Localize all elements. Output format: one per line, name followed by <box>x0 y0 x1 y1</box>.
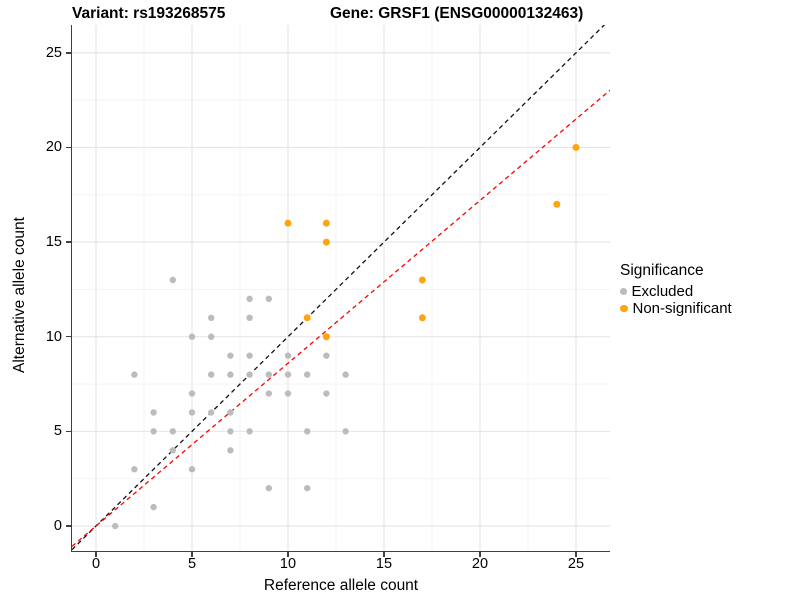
data-point-excluded <box>342 428 349 435</box>
x-tick-label: 10 <box>279 556 297 572</box>
data-point-non-significant <box>303 314 311 322</box>
data-point-non-significant <box>322 333 330 341</box>
data-point-excluded <box>131 466 138 473</box>
data-point-excluded <box>246 295 253 303</box>
y-tick-mark <box>66 146 71 149</box>
data-point-excluded <box>304 371 311 378</box>
data-point-excluded <box>208 314 215 322</box>
legend: Significance Excluded Non-significant <box>620 262 732 317</box>
x-tick-mark <box>95 552 97 557</box>
data-point-non-significant <box>553 200 561 208</box>
data-point-excluded <box>227 409 234 416</box>
data-point-excluded <box>265 484 273 492</box>
data-point-excluded <box>284 352 292 359</box>
data-point-excluded <box>284 390 292 397</box>
x-tick-mark <box>575 552 577 557</box>
legend-item-excluded: Excluded <box>620 283 732 300</box>
data-point-excluded <box>227 447 234 454</box>
data-point-excluded <box>208 371 215 378</box>
y-tick-label: 5 <box>53 423 62 440</box>
data-point-excluded <box>342 371 349 378</box>
data-point-excluded <box>188 409 196 416</box>
data-point-excluded <box>265 295 273 303</box>
legend-key-dot-icon <box>620 304 628 313</box>
y-tick-label: 0 <box>53 518 62 534</box>
data-point-excluded <box>208 333 215 340</box>
data-point-excluded <box>323 352 330 359</box>
data-point-excluded <box>227 428 234 435</box>
data-point-excluded <box>150 428 157 435</box>
data-point-excluded <box>265 390 273 397</box>
y-tick-label: 15 <box>45 234 62 251</box>
x-axis-title: Reference allele count <box>263 577 419 594</box>
plot-panel <box>71 25 610 552</box>
data-point-excluded <box>131 371 138 378</box>
data-point-excluded <box>150 409 157 416</box>
legend-item-label: Excluded <box>631 283 694 300</box>
plot-title-variant: Variant: rs193268575 <box>72 5 226 22</box>
y-tick-mark <box>66 430 71 433</box>
x-tick-mark <box>191 552 193 557</box>
identity-line <box>72 25 606 551</box>
data-point-non-significant <box>322 238 330 246</box>
data-point-excluded <box>169 447 177 454</box>
legend-title: Significance <box>620 262 704 279</box>
x-tick-mark <box>383 552 385 557</box>
y-tick-label: 20 <box>45 139 62 156</box>
data-point-excluded <box>169 276 177 284</box>
data-point-excluded <box>323 390 330 397</box>
y-tick-label: 25 <box>45 44 62 61</box>
y-tick-label: 10 <box>45 328 62 345</box>
x-tick-label: 15 <box>375 556 393 572</box>
x-tick-label: 25 <box>567 556 585 572</box>
data-point-excluded <box>304 484 311 492</box>
data-point-excluded <box>265 371 273 378</box>
ratio-line <box>72 89 610 547</box>
data-point-non-significant <box>322 219 330 227</box>
y-tick-mark <box>66 52 71 54</box>
legend-item-label: Non-significant <box>632 300 732 317</box>
x-tick-mark <box>479 552 481 557</box>
data-point-excluded <box>246 352 253 359</box>
data-point-excluded <box>188 466 196 473</box>
data-point-excluded <box>188 333 196 340</box>
data-point-non-significant <box>418 314 426 322</box>
data-point-excluded <box>150 503 157 511</box>
y-tick-mark <box>66 335 71 338</box>
plot-title-gene: Gene: GRSF1 (ENSG00000132463) <box>330 5 584 22</box>
data-point-non-significant <box>284 219 292 227</box>
data-point-excluded <box>188 390 196 397</box>
x-tick-label: 5 <box>187 556 197 572</box>
scatter-plot-canvas <box>72 25 610 551</box>
x-tick-label: 0 <box>91 556 101 572</box>
legend-key-dot-icon <box>620 288 627 295</box>
data-point-non-significant <box>572 143 580 151</box>
data-point-excluded <box>304 428 311 435</box>
data-point-excluded <box>284 371 292 378</box>
data-point-excluded <box>169 428 177 435</box>
y-tick-mark <box>66 525 71 527</box>
data-point-excluded <box>246 314 253 322</box>
data-point-excluded <box>208 409 215 416</box>
legend-item-non-significant: Non-significant <box>620 300 732 317</box>
x-tick-mark <box>287 552 289 557</box>
legend-items: Excluded Non-significant <box>620 283 732 317</box>
y-tick-mark <box>66 241 71 243</box>
data-point-excluded <box>227 371 234 378</box>
data-point-excluded <box>227 352 234 359</box>
data-point-non-significant <box>418 276 426 284</box>
data-point-excluded <box>246 371 253 378</box>
x-tick-label: 20 <box>471 556 489 572</box>
data-point-excluded <box>246 428 253 435</box>
data-point-excluded <box>112 522 119 530</box>
